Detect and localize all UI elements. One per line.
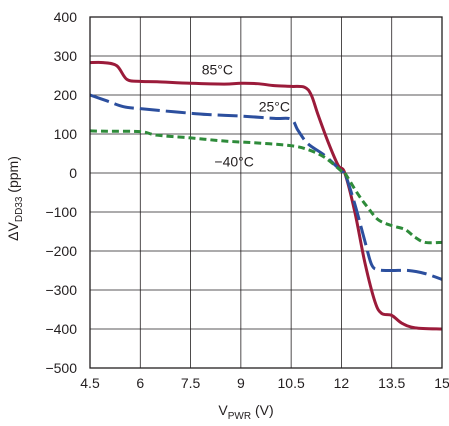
- y-tick-label: 0: [69, 165, 77, 181]
- y-tick-label: −100: [45, 204, 77, 220]
- y-tick-labels: −500 −400 −300 −200 −100 0 100 200 300 400: [45, 9, 77, 376]
- x-axis-title-main: V: [218, 402, 228, 418]
- series-label: −40°C: [214, 153, 253, 169]
- series-label: 25°C: [259, 99, 290, 115]
- y-axis-title-sub: DD33: [14, 196, 25, 222]
- series-group: [89, 60, 443, 331]
- y-tick-label: −400: [45, 321, 77, 337]
- y-tick-label: −300: [45, 282, 77, 298]
- x-axis-title-suffix: (V): [251, 402, 274, 418]
- y-axis-title-suffix: (ppm): [5, 156, 21, 196]
- x-tick-label: 12: [334, 375, 350, 391]
- series-line: [89, 93, 443, 281]
- x-tick-label: 6: [136, 375, 144, 391]
- x-tick-label: 10.5: [278, 375, 305, 391]
- x-axis-title-sub: PWR: [228, 411, 251, 422]
- x-tick-label: 13.5: [378, 375, 405, 391]
- y-tick-label: 100: [54, 126, 78, 142]
- y-tick-label: 300: [54, 48, 78, 64]
- series-line: [89, 129, 443, 245]
- y-axis-title: ΔVDD33 (ppm): [5, 156, 25, 241]
- curve-labels: 85°C 25°C −40°C: [202, 62, 290, 170]
- series-line: [89, 60, 443, 331]
- y-tick-label: 200: [54, 87, 78, 103]
- plot-frame: [89, 16, 443, 369]
- x-tick-label: 4.5: [80, 375, 100, 391]
- series-label: 85°C: [202, 62, 233, 78]
- x-axis-title: VPWR (V): [218, 402, 273, 422]
- y-axis-title-prefix: ΔV: [5, 222, 21, 241]
- x-tick-label: 9: [237, 375, 245, 391]
- x-tick-label: 15: [434, 375, 449, 391]
- y-tick-label: −500: [45, 360, 77, 376]
- y-tick-label: 400: [54, 9, 78, 25]
- y-tick-label: −200: [45, 243, 77, 259]
- x-tick-label: 7.5: [181, 375, 201, 391]
- x-tick-labels: 4.5 6 7.5 9 10.5 12 13.5 15: [80, 375, 449, 391]
